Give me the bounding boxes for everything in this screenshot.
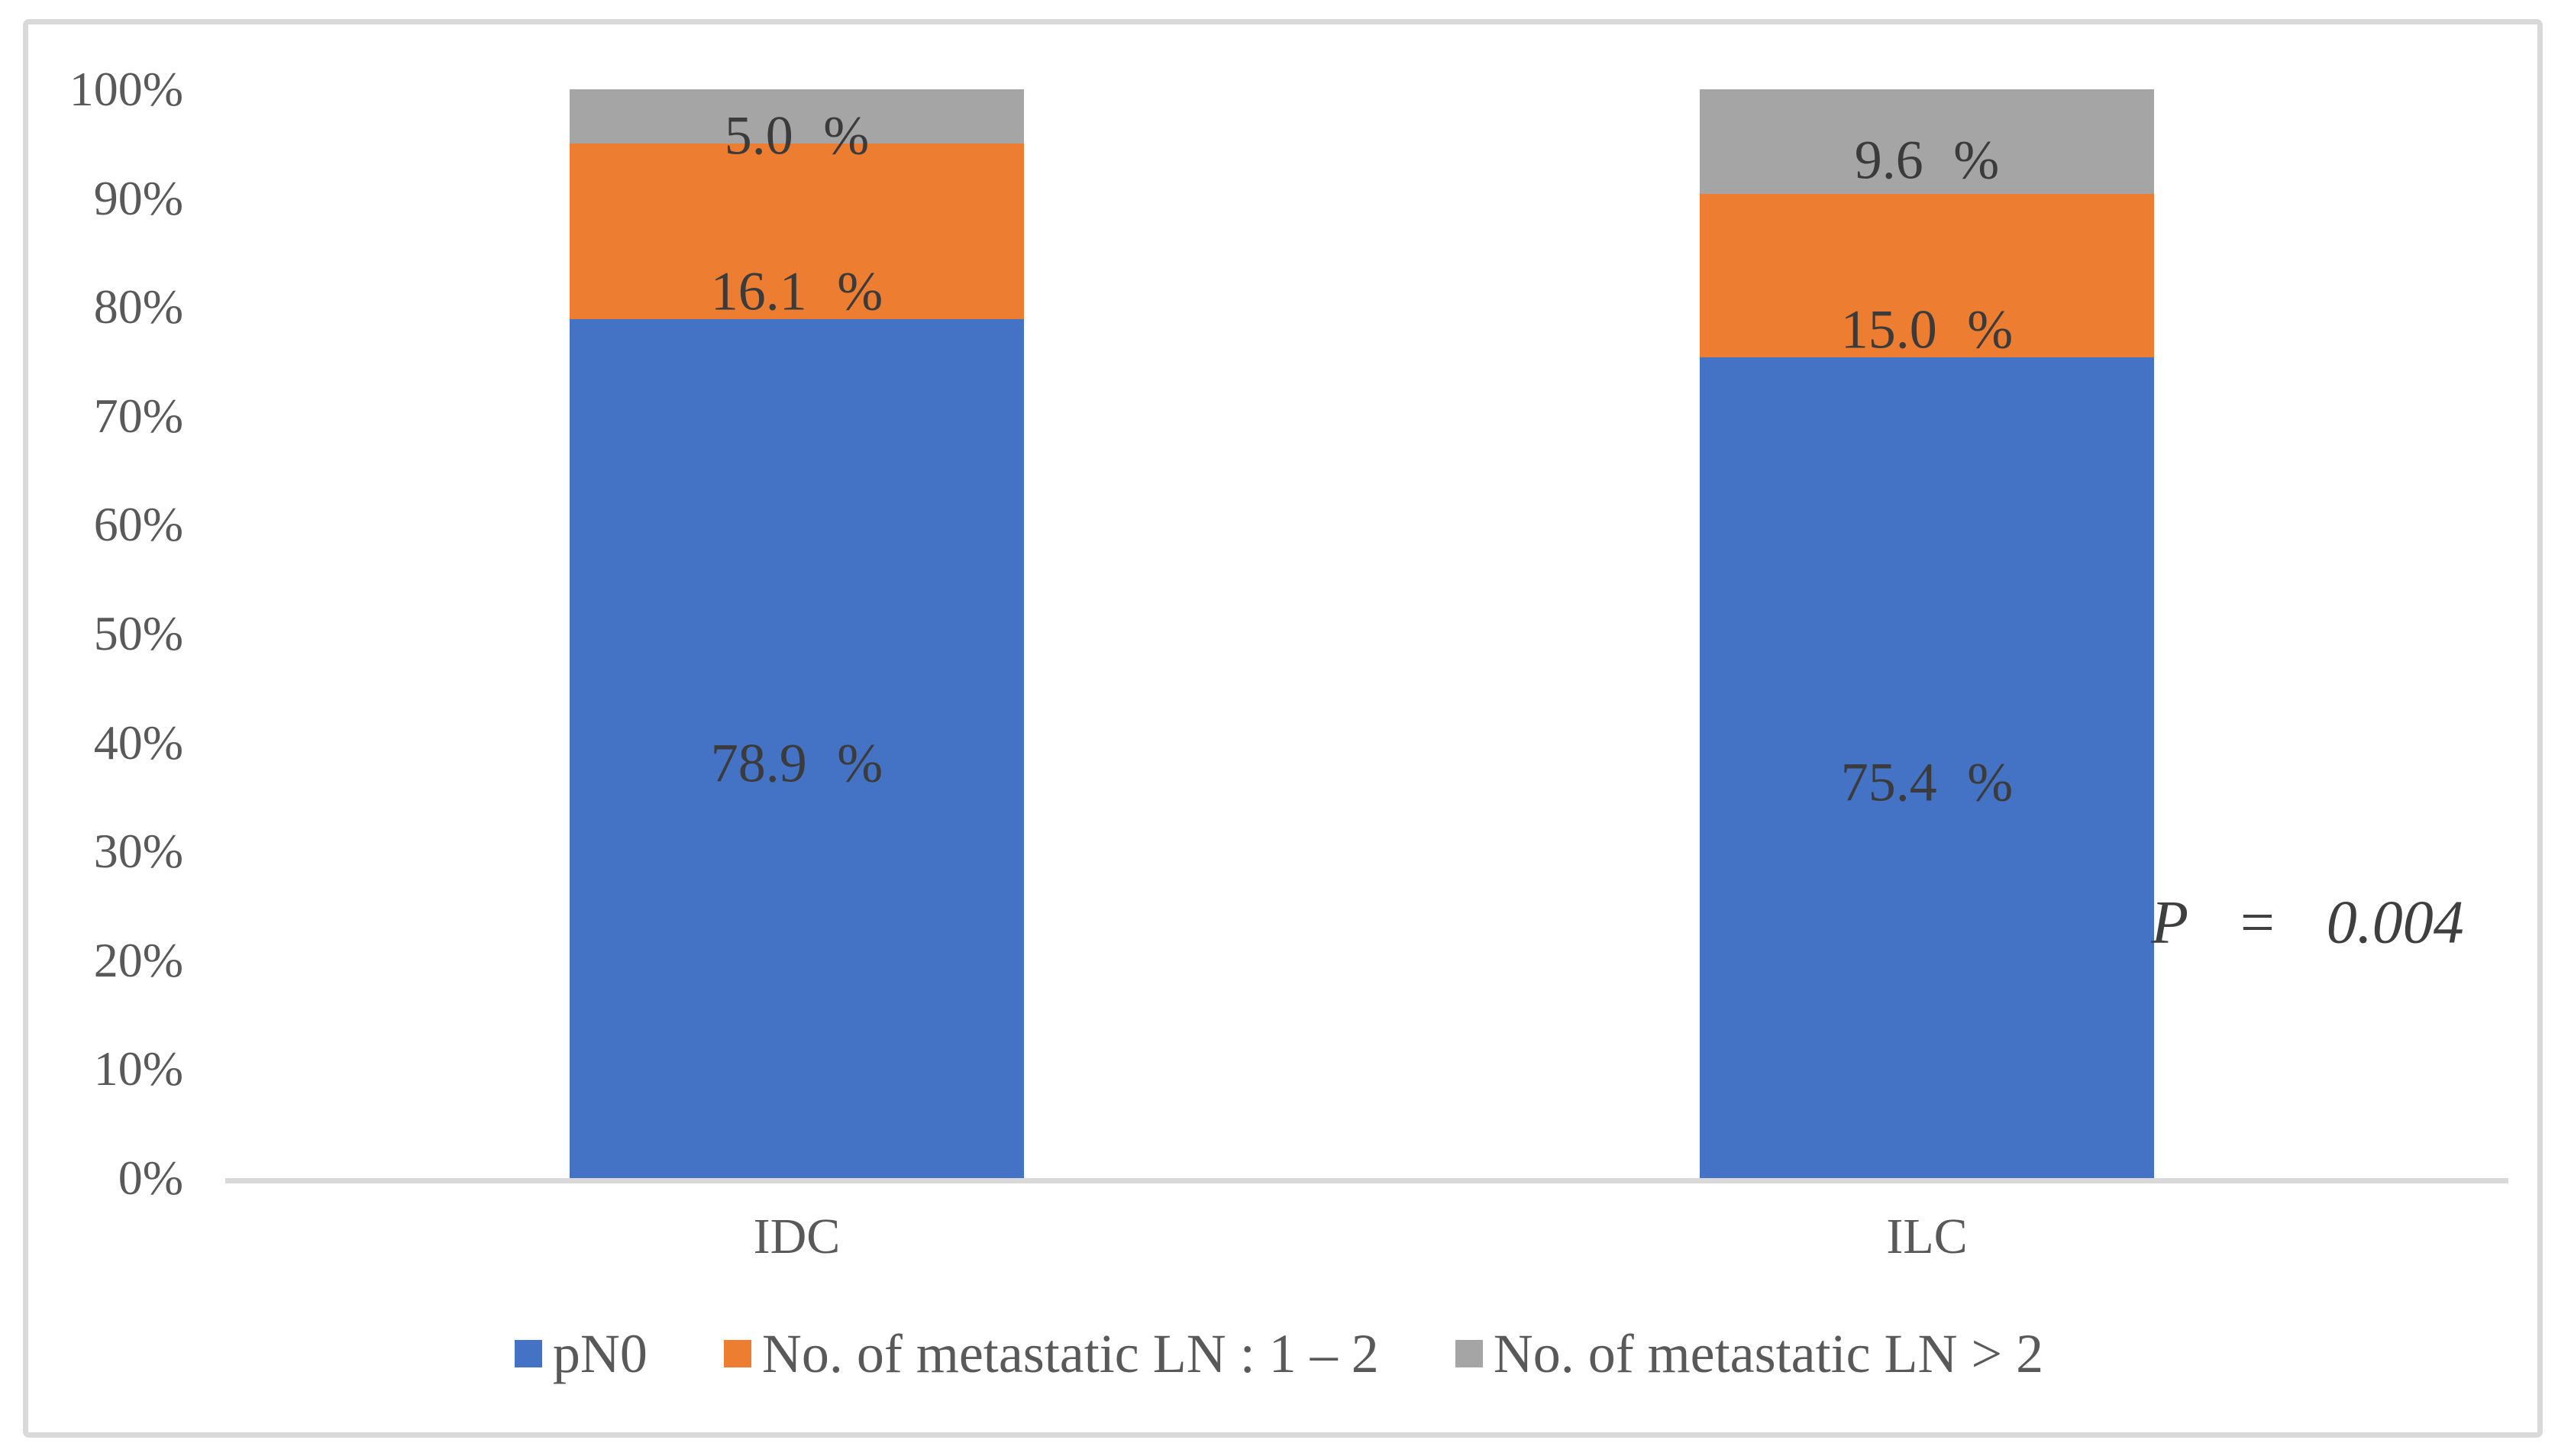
legend-item-series1: No. of metastatic LN : 1 – 2	[723, 1322, 1379, 1386]
y-axis-tick-label: 60%	[93, 497, 183, 552]
data-label: 5.0 %	[724, 105, 870, 166]
data-label: 75.4 %	[1840, 751, 2014, 813]
x-axis-category-label: IDC	[753, 1209, 841, 1264]
legend-label: pN0	[552, 1322, 648, 1384]
bar-segment-IDC-series1	[570, 144, 1024, 319]
plot-area	[225, 89, 2508, 1178]
legend-item-series2: No. of metastatic LN > 2	[1455, 1322, 2043, 1386]
bar-segment-ILC-series0	[1700, 357, 2154, 1178]
legend-swatch-icon	[514, 1340, 542, 1367]
bar-segment-IDC-series0	[570, 318, 1024, 1178]
y-axis-tick-label: 10%	[93, 1041, 183, 1096]
y-axis-tick-label: 40%	[93, 715, 183, 770]
y-axis-tick-label: 100%	[69, 62, 183, 116]
legend-swatch-icon	[723, 1340, 751, 1367]
legend-label: No. of metastatic LN > 2	[1493, 1322, 2044, 1384]
y-axis-tick-label: 80%	[93, 279, 183, 334]
legend-swatch-icon	[1455, 1340, 1483, 1367]
y-axis-tick-label: 0%	[118, 1151, 183, 1205]
y-axis-tick-label: 20%	[93, 932, 183, 987]
bar-segment-ILC-series2	[1700, 89, 2154, 194]
x-axis-category-label: ILC	[1886, 1209, 1968, 1264]
legend-label: No. of metastatic LN : 1 – 2	[761, 1322, 1379, 1384]
y-axis-tick-label: 90%	[93, 170, 183, 225]
data-label: 16.1 %	[710, 260, 883, 322]
data-label: 9.6 %	[1854, 129, 2000, 191]
bar-segment-IDC-series2	[570, 89, 1024, 144]
x-axis-line	[225, 1178, 2508, 1183]
y-axis-tick-label: 50%	[93, 606, 183, 660]
bar-segment-ILC-series1	[1700, 193, 2154, 357]
y-axis-tick-label: 30%	[93, 824, 183, 879]
data-label: 15.0 %	[1840, 299, 2014, 360]
y-axis-tick-label: 70%	[93, 388, 183, 443]
data-label: 78.9 %	[710, 732, 883, 794]
legend: pN0 No. of metastatic LN : 1 – 2 No. of me…	[0, 1316, 2558, 1392]
p-value-annotation: P = 0.004	[2151, 889, 2464, 957]
legend-item-series0: pN0	[514, 1322, 648, 1386]
